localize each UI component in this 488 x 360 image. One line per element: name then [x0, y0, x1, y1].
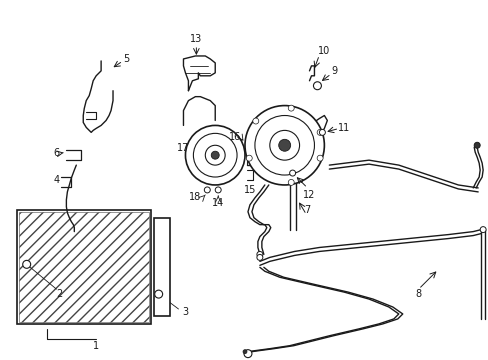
- Text: 9: 9: [330, 66, 337, 76]
- Circle shape: [256, 255, 263, 260]
- Circle shape: [287, 179, 294, 185]
- Circle shape: [252, 118, 258, 124]
- Text: 14: 14: [212, 198, 224, 208]
- Text: 16: 16: [228, 132, 241, 142]
- Circle shape: [244, 105, 324, 185]
- Circle shape: [313, 82, 321, 90]
- Text: 2: 2: [56, 289, 62, 299]
- Text: 18: 18: [189, 192, 201, 202]
- Text: 8: 8: [415, 289, 421, 299]
- Bar: [153, 218, 169, 316]
- Circle shape: [204, 187, 210, 193]
- Circle shape: [185, 125, 244, 185]
- Text: 12: 12: [303, 190, 315, 200]
- Text: 3: 3: [182, 307, 188, 317]
- Text: 6: 6: [53, 148, 60, 158]
- Circle shape: [269, 130, 299, 160]
- Circle shape: [289, 170, 295, 176]
- Circle shape: [246, 155, 252, 161]
- Text: 17: 17: [177, 143, 189, 153]
- Text: 4: 4: [53, 175, 60, 185]
- Text: 11: 11: [337, 123, 349, 134]
- Bar: [17, 210, 150, 324]
- Circle shape: [317, 155, 323, 161]
- Circle shape: [244, 350, 251, 357]
- Circle shape: [479, 227, 485, 233]
- Circle shape: [22, 260, 31, 268]
- Circle shape: [319, 129, 325, 135]
- Circle shape: [211, 151, 219, 159]
- Text: 10: 10: [318, 46, 330, 56]
- Circle shape: [193, 133, 237, 177]
- Text: 13: 13: [190, 34, 202, 44]
- Circle shape: [473, 142, 479, 148]
- Circle shape: [254, 116, 314, 175]
- Circle shape: [243, 350, 246, 354]
- Circle shape: [287, 105, 294, 111]
- Bar: [19, 212, 148, 322]
- Circle shape: [317, 129, 323, 135]
- Text: 7: 7: [304, 205, 310, 215]
- Text: 15: 15: [244, 185, 256, 195]
- Text: 5: 5: [122, 54, 129, 64]
- Circle shape: [205, 145, 224, 165]
- Circle shape: [215, 187, 221, 193]
- Text: 1: 1: [93, 341, 99, 351]
- Circle shape: [256, 251, 263, 257]
- Circle shape: [154, 290, 163, 298]
- Circle shape: [278, 139, 290, 151]
